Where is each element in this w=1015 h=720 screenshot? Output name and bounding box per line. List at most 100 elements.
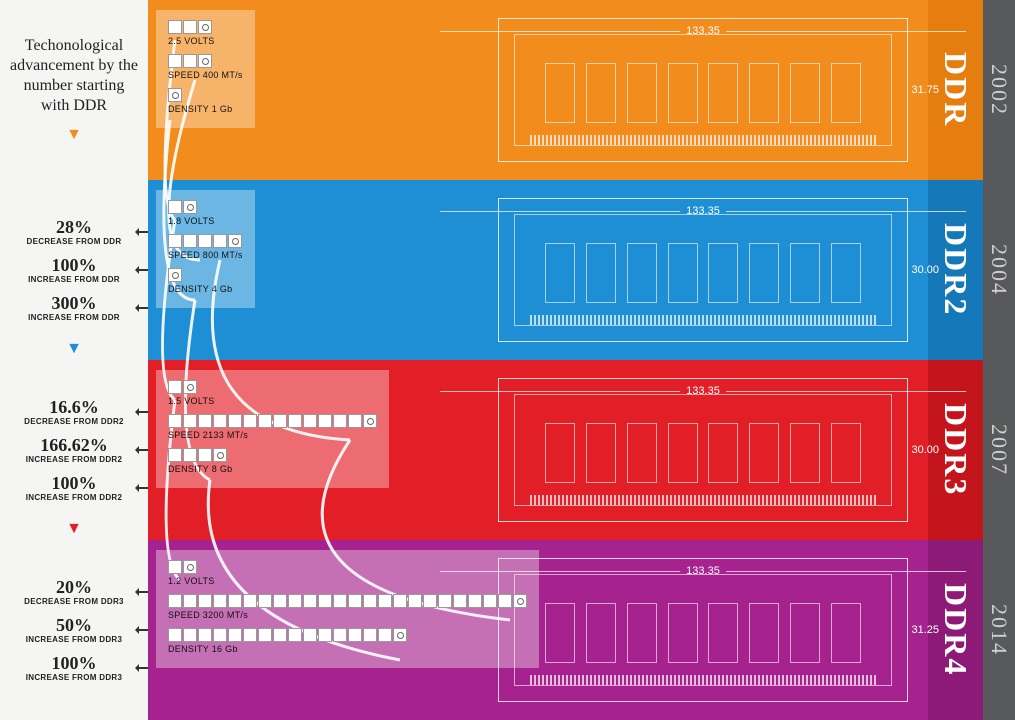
generation-name: DDR4 — [937, 583, 974, 676]
stat-value: 50% — [8, 615, 140, 636]
chip — [831, 63, 861, 123]
cells — [168, 448, 377, 462]
cell — [303, 594, 317, 608]
spec-row-volts: 2.5 VOLTS — [168, 20, 243, 46]
chip — [545, 603, 575, 663]
stat-label: DECREASE FROM DDR — [8, 238, 140, 247]
chip — [790, 243, 820, 303]
cells — [168, 88, 243, 102]
cell — [168, 20, 182, 34]
cell — [288, 628, 302, 642]
spec-row-volts: 1.2 VOLTS — [168, 560, 527, 586]
stat-label: INCREASE FROM DDR — [8, 314, 140, 323]
cell — [168, 234, 182, 248]
chip — [790, 603, 820, 663]
cell — [228, 414, 242, 428]
chip — [749, 423, 779, 483]
cell — [393, 628, 407, 642]
cell — [258, 594, 272, 608]
stat-block: 300%INCREASE FROM DDR — [8, 293, 140, 323]
spec-box: 2.5 VOLTSSPEED 400 MT/sDENSITY 1 Gb — [156, 10, 255, 128]
cells — [168, 234, 243, 248]
cell — [168, 448, 182, 462]
chip — [831, 423, 861, 483]
cell — [453, 594, 467, 608]
stat-label: INCREASE FROM DDR3 — [8, 674, 140, 683]
stat-block: 100%INCREASE FROM DDR3 — [8, 653, 140, 683]
chip — [586, 63, 616, 123]
generation-row: Techonological advancement by the number… — [0, 0, 1015, 180]
cell — [258, 628, 272, 642]
cells — [168, 628, 527, 642]
spec-label: 2.5 VOLTS — [168, 36, 243, 46]
spec-label: DENSITY 8 Gb — [168, 464, 377, 474]
module-panel: 1.8 VOLTSSPEED 800 MT/sDENSITY 4 Gb133.3… — [148, 180, 928, 360]
cell — [498, 594, 512, 608]
ram-module-outline: 133.3530.00 — [498, 378, 908, 522]
chip — [545, 63, 575, 123]
infographic-container: Techonological advancement by the number… — [0, 0, 1015, 720]
cell — [378, 628, 392, 642]
chip — [668, 423, 698, 483]
module-inner — [514, 394, 892, 506]
cell — [228, 594, 242, 608]
cell — [183, 594, 197, 608]
cell — [243, 594, 257, 608]
cell — [243, 414, 257, 428]
ram-module-outline: 133.3531.25 — [498, 558, 908, 702]
cell — [468, 594, 482, 608]
cell — [333, 414, 347, 428]
pin-strip — [530, 675, 876, 685]
chip-row — [540, 425, 866, 480]
spec-row-density: DENSITY 16 Gb — [168, 628, 527, 654]
spec-row-density: DENSITY 8 Gb — [168, 448, 377, 474]
chevron-down-icon: ▼ — [66, 520, 82, 538]
cell — [318, 414, 332, 428]
cell — [183, 380, 197, 394]
cell — [438, 594, 452, 608]
cell — [168, 414, 182, 428]
left-panel: 20%DECREASE FROM DDR3 50% INCREASE FROM DD… — [0, 540, 148, 720]
chip — [831, 603, 861, 663]
dimension-height: 30.00 — [911, 444, 939, 456]
cell — [168, 54, 182, 68]
cell — [363, 594, 377, 608]
spec-row-volts: 1.5 VOLTS — [168, 380, 377, 406]
chip — [586, 243, 616, 303]
dimension-height: 30.00 — [911, 264, 939, 276]
stat-value: 100% — [8, 653, 140, 674]
stat-block: 20%DECREASE FROM DDR3 — [8, 577, 140, 607]
cell — [183, 560, 197, 574]
cell — [213, 234, 227, 248]
cell — [513, 594, 527, 608]
chip — [708, 63, 738, 123]
module-inner — [514, 34, 892, 146]
cells — [168, 20, 243, 34]
chip — [668, 603, 698, 663]
module-inner — [514, 574, 892, 686]
cell — [393, 594, 407, 608]
left-panel: Techonological advancement by the number… — [0, 0, 148, 180]
year-col: 2002 — [983, 0, 1015, 180]
stat-block: 100%INCREASE FROM DDR — [8, 255, 140, 285]
cell — [213, 448, 227, 462]
chip — [790, 63, 820, 123]
stat-block: 100%INCREASE FROM DDR2 — [8, 473, 140, 503]
cell — [198, 414, 212, 428]
year-label: 2014 — [986, 604, 1012, 656]
chip — [790, 423, 820, 483]
chip-row — [540, 65, 866, 120]
stat-value: 16.6% — [8, 397, 140, 418]
spec-row-volts: 1.8 VOLTS — [168, 200, 243, 226]
cell — [363, 414, 377, 428]
chip — [545, 243, 575, 303]
cell — [168, 88, 182, 102]
cell — [423, 594, 437, 608]
spec-box: 1.5 VOLTSSPEED 2133 MT/sDENSITY 8 Gb — [156, 370, 389, 488]
chip — [749, 243, 779, 303]
cell — [348, 414, 362, 428]
dimension-height: 31.75 — [911, 84, 939, 96]
cell — [168, 594, 182, 608]
pin-strip — [530, 495, 876, 505]
cell — [213, 594, 227, 608]
